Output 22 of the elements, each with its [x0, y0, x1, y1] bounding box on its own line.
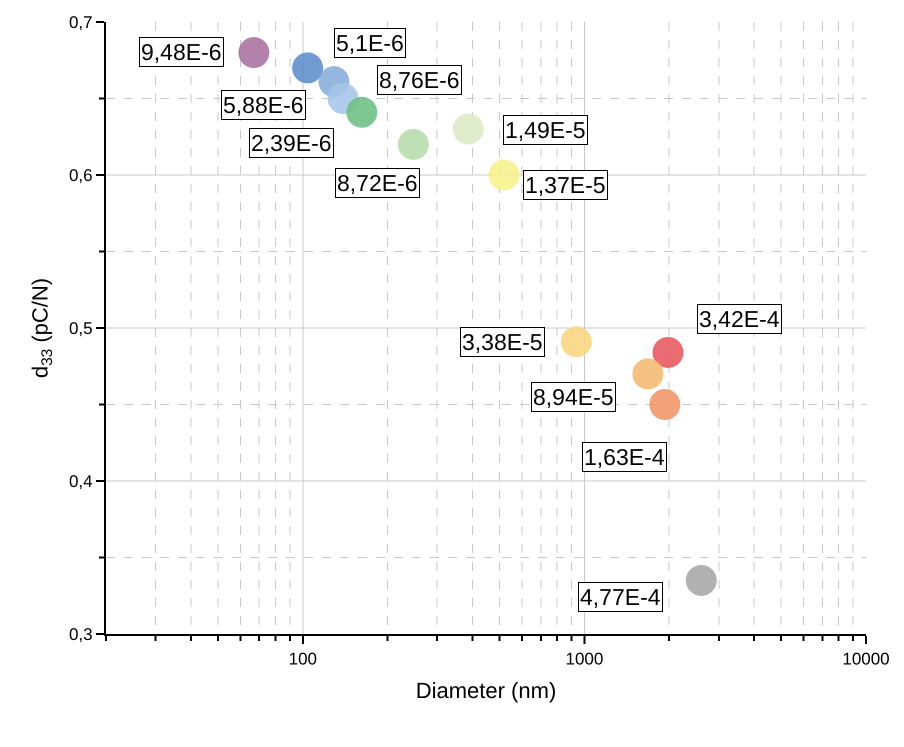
data-label: 3,42E-4 [699, 306, 780, 332]
x-tick-label: 10000 [842, 649, 890, 668]
y-tick-label: 0,5 [68, 318, 93, 338]
y-tick-label: 0,3 [68, 624, 93, 644]
data-label: 5,88E-6 [223, 92, 304, 118]
data-label: 8,76E-6 [379, 67, 460, 93]
data-label: 8,72E-6 [337, 170, 418, 196]
data-label: 8,94E-5 [533, 384, 614, 410]
x-tick-label: 100 [288, 649, 318, 668]
data-label: 1,63E-4 [584, 444, 665, 470]
data-label: 1,37E-5 [525, 172, 606, 198]
y-tick-label: 0,7 [68, 12, 93, 32]
data-label: 4,77E-4 [580, 584, 661, 610]
data-label: 5,1E-6 [336, 30, 404, 56]
y-tick-label: 0,4 [68, 472, 93, 491]
data-label: 3,38E-5 [462, 329, 543, 355]
y-tick-label: 0,6 [68, 166, 93, 185]
data-label: 2,39E-6 [251, 130, 332, 156]
data-label: 9,48E-6 [141, 39, 222, 65]
x-tick-label: 1000 [565, 649, 604, 668]
data-label: 1,49E-5 [505, 117, 586, 143]
x-axis-title: Diameter (nm) [416, 678, 556, 703]
